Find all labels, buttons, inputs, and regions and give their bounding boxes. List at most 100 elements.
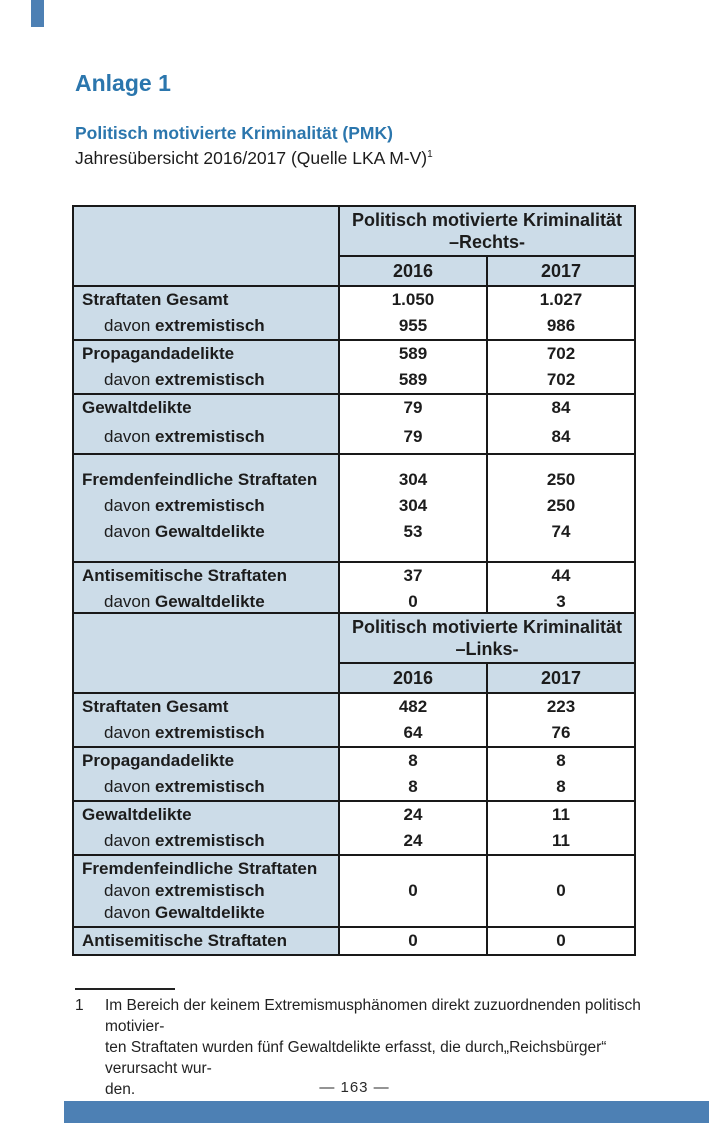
table-row: Fremdenfeindliche Straftaten davon extre… [72, 854, 636, 927]
row-label: Antisemitische Straftaten [72, 926, 340, 955]
table-pmk-rechts: Politisch motivierte Kriminalität –Recht… [72, 205, 636, 617]
table-row: davon extremistisch 304 250 [72, 493, 636, 519]
row-label: davon extremistisch [72, 774, 340, 801]
table-row: davon extremistisch 24 11 [72, 828, 636, 855]
table-title-line2: –Rechts- [448, 232, 526, 252]
table-row: Fremdenfeindliche Straftaten 304 250 [72, 453, 636, 493]
cell-value-2016: 482 [338, 692, 488, 720]
row-label: Straftaten Gesamt [72, 285, 340, 313]
table-title-line1: Politisch motivierte Kriminalität [351, 210, 623, 230]
cell-value-2016: 0 [338, 854, 488, 927]
row-label: davon extremistisch [72, 367, 340, 394]
cell-value-2017: 76 [486, 720, 636, 747]
table-row: Propagandadelikte 589 702 [72, 339, 636, 367]
row-label-prefix: davon [104, 522, 156, 541]
footnote-line: ten Straftaten wurden fünf Gewaltdelikte… [105, 1039, 607, 1077]
cell-value-2016: 1.050 [338, 285, 488, 313]
row-label: davon Gewaltdelikte [72, 519, 340, 562]
footnote-marker: 1 [75, 997, 84, 1014]
table-row: Antisemitische Straftaten 0 0 [72, 926, 636, 955]
table-row: Politisch motivierte Kriminalität –Recht… [72, 206, 636, 286]
cell-value-2017: 702 [486, 339, 636, 367]
table-pmk-rechts-wrapper: Politisch motivierte Kriminalität –Recht… [72, 205, 636, 617]
table-title-cell: Politisch motivierte Kriminalität –Links… [338, 613, 636, 663]
cell-value-2017: 11 [486, 828, 636, 855]
row-label-prefix: davon [104, 881, 156, 900]
table-row: 2016 2017 [73, 662, 636, 693]
table-row: davon extremistisch 955 986 [72, 313, 636, 340]
page-title: Anlage 1 [75, 70, 171, 96]
cell-value-2016: 955 [338, 313, 488, 340]
year-header-2016: 2016 [338, 255, 488, 286]
row-label-text: extremistisch [155, 427, 265, 446]
page-number: — 163 — [319, 1079, 390, 1096]
row-label-prefix: davon [104, 427, 156, 446]
table-title-line1: Politisch motivierte Kriminalität [351, 617, 623, 637]
row-label-prefix: davon [104, 903, 156, 922]
table-row: davon extremistisch 589 702 [72, 367, 636, 394]
row-label: davon extremistisch [72, 720, 340, 747]
cell-value-2017: 8 [486, 774, 636, 801]
cell-value-2016: 0 [338, 589, 488, 616]
footnote-reference: 1 [427, 149, 433, 161]
cell-value-2016: 24 [338, 828, 488, 855]
row-label-prefix: davon [104, 496, 156, 515]
cell-value-2017: 8 [486, 746, 636, 774]
table-corner-cell [72, 206, 340, 286]
row-label-prefix: davon [104, 592, 156, 611]
row-label-text: extremistisch [155, 881, 265, 900]
row-label-text: Propagandadelikte [82, 344, 235, 363]
table-row: 2016 2017 [73, 255, 636, 286]
cell-value-2017: 84 [486, 421, 636, 454]
footnote-rule [75, 988, 175, 990]
row-label: davon extremistisch [82, 880, 338, 902]
cell-value-2016: 0 [338, 926, 488, 955]
row-label: davon extremistisch [72, 828, 340, 855]
page-footer-bar [64, 1101, 709, 1123]
cell-value-2016: 304 [338, 453, 488, 493]
row-label-prefix: davon [104, 831, 156, 850]
row-label-text: extremistisch [155, 777, 265, 796]
row-label-group: Fremdenfeindliche Straftaten davon extre… [72, 854, 340, 927]
cell-value-2017: 44 [486, 561, 636, 589]
row-label: davon extremistisch [72, 313, 340, 340]
row-label-prefix: davon [104, 723, 156, 742]
row-label-text: extremistisch [155, 316, 265, 335]
row-label-text: Fremdenfeindliche Straftaten [82, 470, 318, 489]
row-label: Gewaltdelikte [72, 393, 340, 421]
cell-value-2016: 8 [338, 746, 488, 774]
row-label-text: Gewaltdelikte [155, 592, 265, 611]
row-label: Straftaten Gesamt [72, 692, 340, 720]
cell-value-2016: 24 [338, 800, 488, 828]
footnote-line: den. [105, 1081, 136, 1098]
page-corner-marker-bar [31, 0, 44, 27]
table-row: davon extremistisch 79 84 [72, 421, 636, 454]
table-row: Straftaten Gesamt 482 223 [72, 692, 636, 720]
table-row: Antisemitische Straftaten 37 44 [72, 561, 636, 589]
row-label-text: Straftaten Gesamt [82, 290, 229, 309]
row-label: Fremdenfeindliche Straftaten [72, 453, 340, 493]
section-title: Politisch motivierte Kriminalität (PMK) [75, 123, 393, 143]
subtitle-text: Jahresübersicht 2016/2017 (Quelle LKA M-… [75, 148, 428, 168]
row-label-text: Gewaltdelikte [155, 522, 265, 541]
row-label-text: Propagandadelikte [82, 751, 235, 770]
row-label-text: Antisemitische Straftaten [82, 931, 287, 950]
table-title-cell: Politisch motivierte Kriminalität –Recht… [338, 206, 636, 256]
subtitle: Jahresübersicht 2016/2017 (Quelle LKA M-… [75, 148, 433, 169]
table-row: Gewaltdelikte 79 84 [72, 393, 636, 421]
table-row: davon extremistisch 64 76 [72, 720, 636, 747]
cell-value-2016: 304 [338, 493, 488, 519]
row-label: davon Gewaltdelikte [72, 589, 340, 616]
table-row: Straftaten Gesamt 1.050 1.027 [72, 285, 636, 313]
cell-value-2016: 64 [338, 720, 488, 747]
row-label-text: Fremdenfeindliche Straftaten [82, 859, 318, 878]
cell-value-2016: 8 [338, 774, 488, 801]
table-row: Gewaltdelikte 24 11 [72, 800, 636, 828]
row-label: Gewaltdelikte [72, 800, 340, 828]
row-label-prefix: davon [104, 316, 156, 335]
table-corner-cell [72, 613, 340, 693]
table-row: davon extremistisch 8 8 [72, 774, 636, 801]
table-pmk-links: Politisch motivierte Kriminalität –Links… [72, 612, 636, 956]
cell-value-2017: 0 [486, 854, 636, 927]
